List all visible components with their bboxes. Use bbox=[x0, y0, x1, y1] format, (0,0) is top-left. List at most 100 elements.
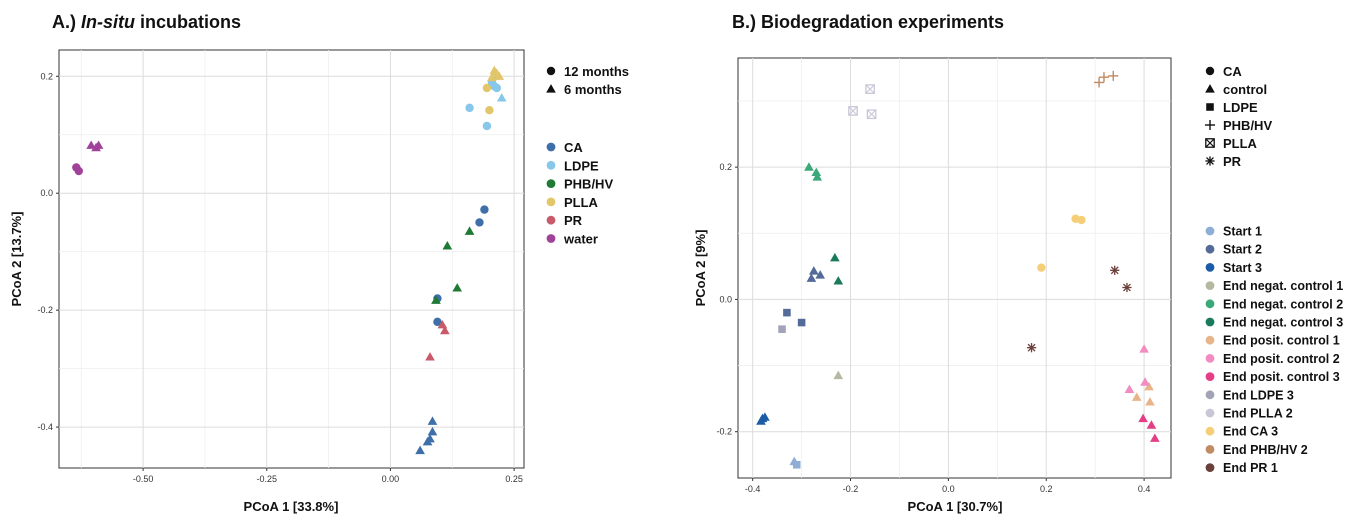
panel-b-point-end-negat-control-1 bbox=[833, 370, 844, 380]
legend-b-color-label: End CA 3 bbox=[1223, 425, 1278, 439]
panel-a-xtick-label: -0.50 bbox=[133, 474, 154, 484]
panel-b-xtick-label: 0.2 bbox=[1040, 484, 1053, 494]
panel-b-point-end-negat-control-2 bbox=[812, 172, 823, 181]
legend-a-color-label: CA bbox=[564, 140, 583, 155]
panel-b-point-end-negat-control-2 bbox=[804, 162, 814, 171]
panel-a-point-ca bbox=[415, 445, 425, 455]
legend-b-shape-ca-icon bbox=[1205, 66, 1215, 76]
legend-b-color-end-ca-3-icon bbox=[1205, 426, 1215, 436]
panel-a-point-plla bbox=[485, 106, 494, 115]
legend-b-color-label: End posit. control 3 bbox=[1223, 370, 1340, 384]
panel-b-point-end-plla-2 bbox=[865, 84, 875, 94]
legend-b-color-label: End PHB/HV 2 bbox=[1223, 443, 1308, 457]
legend-a-color-ldpe-icon bbox=[546, 160, 556, 170]
panel-b-xtick-label: -0.2 bbox=[843, 484, 859, 494]
legend-b-color-label: Start 3 bbox=[1223, 261, 1262, 275]
panel-b-point-end-posit-control-2 bbox=[1124, 384, 1135, 393]
panel-b-point-start-3 bbox=[760, 412, 770, 421]
panel-b-xtick-label: 0.4 bbox=[1138, 484, 1151, 494]
panel-a-ylabel: PCoA 2 [13.7%] bbox=[9, 212, 24, 307]
legend-b-shape-plla-icon bbox=[1205, 138, 1215, 148]
panel-a-xtick-label: -0.25 bbox=[257, 474, 278, 484]
legend-a-color-label: PR bbox=[564, 213, 583, 228]
panel-b-xtick-label: 0.0 bbox=[942, 484, 955, 494]
legend-a-color-ca-icon bbox=[546, 142, 556, 152]
legend-a-color-water-icon bbox=[546, 234, 556, 243]
legend-b-color-end-negat-control-3-icon bbox=[1205, 317, 1215, 327]
panel-b-point-end-posit-control-1 bbox=[1131, 392, 1142, 401]
panel-a-plot: -0.50 -0.25 0.00 0.25 0.2 0.0 -0.2 -0.4 bbox=[37, 49, 525, 484]
legend-b-color-end-posit-control-2-icon bbox=[1205, 354, 1215, 363]
legend-a-color-label: PHB/HV bbox=[564, 177, 613, 192]
panel-b-point-end-plla-2 bbox=[866, 109, 877, 120]
panel-b-point-start-1 bbox=[792, 460, 801, 469]
legend-b-color-end-posit-control-1-icon bbox=[1205, 335, 1215, 345]
legend-a-color-label: water bbox=[563, 232, 598, 247]
panel-b-point-end-pr-1 bbox=[1026, 343, 1037, 353]
panel-b-frame bbox=[737, 57, 1172, 479]
legend-b-shape-phb-hv-icon bbox=[1204, 119, 1216, 131]
panel-a-ticks: -0.50 -0.25 0.00 0.25 0.2 0.0 -0.2 -0.4 bbox=[37, 71, 522, 484]
panel-b-points bbox=[756, 70, 1160, 469]
panel-a-xlabel: PCoA 1 [33.8%] bbox=[244, 499, 339, 514]
panel-a-point-ldpe bbox=[482, 121, 492, 131]
legend-b-color-start-2-icon bbox=[1205, 244, 1215, 254]
panel-b-ytick-label: 0.0 bbox=[719, 294, 732, 304]
legend-a-shape-label: 12 months bbox=[564, 64, 629, 79]
panel-b-point-end-negat-control-3 bbox=[830, 252, 840, 262]
panel-b-point-start-2 bbox=[806, 273, 817, 282]
legend-a-shape-label: 6 months bbox=[564, 82, 622, 97]
panel-b-point-end-ldpe-3 bbox=[778, 325, 786, 333]
panel-b-legend: CA control LDPE PHB/HV PLLA PR Start 1 Start 2 S… bbox=[1204, 64, 1343, 475]
panel-b-point-end-phb-hv-2 bbox=[1108, 70, 1119, 81]
panel-a-ytick-label: -0.2 bbox=[37, 305, 53, 315]
panel-b-ticks: -0.4 -0.2 0.0 0.2 0.4 0.2 0.0 -0.2 bbox=[716, 162, 1150, 494]
panel-b-point-end-plla-2 bbox=[848, 106, 858, 116]
panel-b-point-end-posit-control-2 bbox=[1140, 377, 1150, 386]
panel-b-ytick-label: -0.2 bbox=[716, 427, 732, 437]
panel-a-xtick-label: 0.00 bbox=[382, 474, 400, 484]
legend-a-color-label: PLLA bbox=[564, 195, 599, 210]
legend-b-color-end-pr-1-icon bbox=[1205, 463, 1215, 472]
panel-b-grid bbox=[738, 58, 1171, 478]
panel-a-points bbox=[72, 65, 507, 455]
panel-b-point-end-phb-hv-2 bbox=[1094, 77, 1105, 88]
legend-a-color-phb-hv-icon bbox=[546, 179, 556, 189]
legend-b-color-start-1-icon bbox=[1205, 226, 1215, 236]
legend-b-shape-control-icon bbox=[1205, 84, 1215, 93]
panel-b-plot: -0.4 -0.2 0.0 0.2 0.4 0.2 0.0 -0.2 bbox=[716, 57, 1172, 494]
legend-b-color-label: End PLLA 2 bbox=[1223, 407, 1293, 421]
panel-a-point-plla bbox=[482, 83, 492, 93]
legend-b-color-end-plla-2-icon bbox=[1205, 408, 1215, 418]
panel-a-point-ca bbox=[433, 317, 442, 327]
panel-a-xtick-label: 0.25 bbox=[505, 474, 523, 484]
legend-b-shape-pr-icon bbox=[1205, 156, 1215, 166]
legend-b-color-label: End PR 1 bbox=[1223, 461, 1278, 475]
panel-a-frame bbox=[58, 49, 525, 469]
panel-a-grid bbox=[59, 50, 524, 468]
panel-b-xlabel: PCoA 1 [30.7%] bbox=[908, 499, 1003, 514]
panel-b-point-start-2 bbox=[815, 270, 826, 279]
panel-a-point-ldpe bbox=[465, 103, 474, 113]
panel-a-point-pr bbox=[425, 352, 435, 361]
panel-a-point-ca bbox=[422, 436, 433, 446]
panel-b-ytick-label: 0.2 bbox=[719, 162, 732, 172]
legend-b-color-end-posit-control-3-icon bbox=[1205, 372, 1215, 381]
legend-a-color-pr-icon bbox=[546, 215, 556, 225]
legend-b-color-start-3-icon bbox=[1205, 263, 1215, 272]
legend-b-color-label: End posit. control 2 bbox=[1223, 352, 1340, 366]
legend-a-color-label: LDPE bbox=[564, 158, 599, 173]
panel-a-ytick-label: -0.4 bbox=[37, 422, 53, 432]
panel-a-point-water bbox=[74, 166, 83, 176]
panel-b-point-start-2 bbox=[797, 318, 806, 327]
legend-b-shape-label: CA bbox=[1223, 64, 1242, 79]
panel-b-title: B.) Biodegradation experiments bbox=[732, 12, 1004, 32]
legend-a-shape-12-months-icon bbox=[546, 66, 556, 76]
panel-a-point-ldpe bbox=[492, 83, 501, 93]
legend-a-shape-6-months-icon bbox=[546, 84, 556, 93]
panel-a-point-ca bbox=[427, 426, 438, 436]
legend-b-shape-label: PHB/HV bbox=[1223, 118, 1272, 133]
panel-b-point-end-posit-control-1 bbox=[1145, 397, 1155, 406]
